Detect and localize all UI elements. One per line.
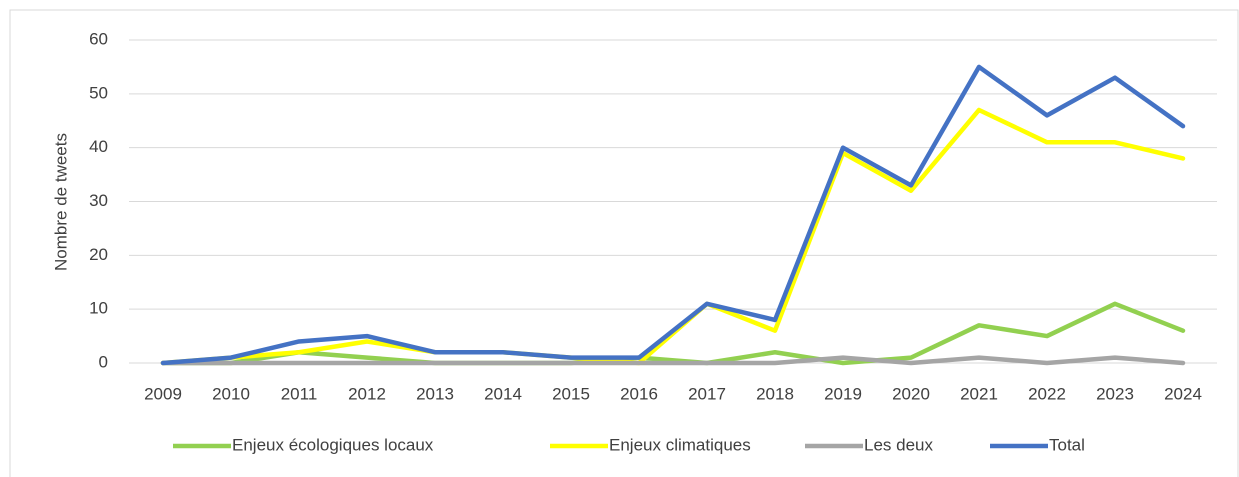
series-line (160, 64, 1186, 366)
y-tick-label: 30 (89, 191, 108, 210)
x-tick-label: 2016 (620, 384, 658, 403)
x-tick-label: 2012 (348, 384, 386, 403)
x-tick-label: 2024 (1164, 384, 1202, 403)
x-tick-label: 2017 (688, 384, 726, 403)
legend-label: Les deux (864, 435, 933, 454)
x-tick-label: 2020 (892, 384, 930, 403)
y-tick-label: 10 (89, 299, 108, 318)
x-tick-label: 2009 (144, 384, 182, 403)
x-tick-label: 2014 (484, 384, 522, 403)
legend-label: Total (1049, 435, 1085, 454)
y-tick-label: 60 (89, 29, 108, 48)
y-axis-label: Nombre de tweets (51, 133, 70, 271)
legend-label: Enjeux climatiques (609, 435, 751, 454)
x-tick-label: 2019 (824, 384, 862, 403)
y-tick-label: 20 (89, 245, 108, 264)
x-tick-label: 2018 (756, 384, 794, 403)
y-tick-label: 0 (99, 352, 108, 371)
x-tick-label: 2022 (1028, 384, 1066, 403)
y-tick-label: 40 (89, 137, 108, 156)
x-tick-label: 2010 (212, 384, 250, 403)
x-tick-label: 2013 (416, 384, 454, 403)
x-tick-label: 2015 (552, 384, 590, 403)
x-tick-label: 2023 (1096, 384, 1134, 403)
x-tick-label: 2011 (281, 384, 318, 403)
series-line (160, 301, 1186, 366)
series-line (160, 355, 1186, 366)
legend-label: Enjeux écologiques locaux (232, 435, 434, 454)
x-tick-label: 2021 (960, 384, 998, 403)
chart-border (9, 9, 1239, 477)
y-tick-label: 50 (89, 83, 108, 102)
